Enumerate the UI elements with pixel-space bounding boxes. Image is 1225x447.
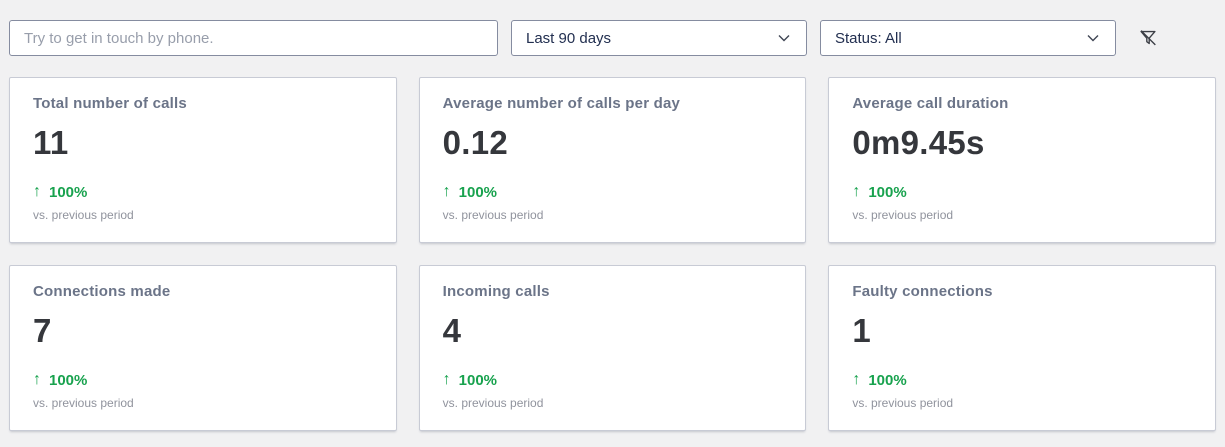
- up-arrow-icon: ↑: [442, 371, 451, 388]
- comparison-label: vs. previous period: [852, 396, 954, 410]
- chevron-down-icon: [1085, 30, 1101, 46]
- search-input[interactable]: [9, 20, 498, 56]
- card-title: Average number of calls per day: [442, 95, 681, 112]
- period-dropdown[interactable]: Last 90 days: [511, 20, 807, 56]
- up-arrow-icon: ↑: [33, 371, 41, 388]
- card-value: 0.12: [442, 124, 509, 161]
- delta-value: 100%: [49, 371, 88, 389]
- comparison-label: vs. previous period: [442, 396, 544, 410]
- delta-badge: ↑ 100%: [852, 183, 1192, 201]
- chevron-down-icon: [776, 30, 792, 46]
- delta-badge: ↑ 100%: [33, 371, 373, 389]
- card-title: Incoming calls: [442, 283, 550, 300]
- filter-off-icon: [1137, 27, 1159, 49]
- comparison-label: vs. previous period: [33, 208, 134, 222]
- up-arrow-icon: ↑: [442, 183, 451, 200]
- comparison-label: vs. previous period: [33, 396, 134, 410]
- card-value: 7: [33, 312, 52, 349]
- comparison-label: vs. previous period: [442, 208, 544, 222]
- up-arrow-icon: ↑: [33, 183, 41, 200]
- stat-card-total-calls: Total number of calls 11 ↑ 100% vs. prev…: [9, 77, 397, 243]
- stat-card-avg-call-duration: Average call duration 0m9.45s ↑ 100% vs.…: [828, 77, 1216, 243]
- clear-filters-button[interactable]: [1132, 22, 1164, 54]
- card-title: Total number of calls: [33, 95, 187, 112]
- stat-card-connections-made: Connections made 7 ↑ 100% vs. previous p…: [9, 265, 397, 431]
- delta-value: 100%: [458, 371, 498, 389]
- delta-badge: ↑ 100%: [852, 371, 1192, 389]
- card-value: 0m9.45s: [852, 124, 985, 161]
- period-dropdown-value: Last 90 days: [526, 29, 612, 47]
- stat-card-avg-calls-per-day: Average number of calls per day 0.12 ↑ 1…: [418, 77, 807, 243]
- card-title: Connections made: [33, 283, 171, 300]
- stat-card-faulty-connections: Faulty connections 1 ↑ 100% vs. previous…: [828, 265, 1216, 431]
- card-value: 11: [33, 124, 69, 161]
- delta-badge: ↑ 100%: [443, 371, 783, 389]
- filters-toolbar: Last 90 days Status: All: [0, 0, 1225, 56]
- card-title: Average call duration: [852, 95, 1009, 112]
- card-value: 4: [442, 312, 462, 349]
- stats-grid: Total number of calls 11 ↑ 100% vs. prev…: [0, 56, 1225, 431]
- status-dropdown-value: Status: All: [835, 29, 902, 47]
- delta-badge: ↑ 100%: [443, 183, 783, 201]
- card-value: 1: [852, 312, 871, 349]
- comparison-label: vs. previous period: [852, 208, 954, 222]
- delta-value: 100%: [458, 183, 498, 201]
- up-arrow-icon: ↑: [852, 183, 861, 200]
- delta-value: 100%: [868, 183, 907, 201]
- delta-badge: ↑ 100%: [33, 183, 373, 201]
- delta-value: 100%: [49, 183, 88, 201]
- status-dropdown[interactable]: Status: All: [820, 20, 1116, 56]
- card-title: Faulty connections: [852, 283, 993, 300]
- up-arrow-icon: ↑: [852, 371, 861, 388]
- stat-card-incoming-calls: Incoming calls 4 ↑ 100% vs. previous per…: [418, 265, 807, 431]
- delta-value: 100%: [868, 371, 907, 389]
